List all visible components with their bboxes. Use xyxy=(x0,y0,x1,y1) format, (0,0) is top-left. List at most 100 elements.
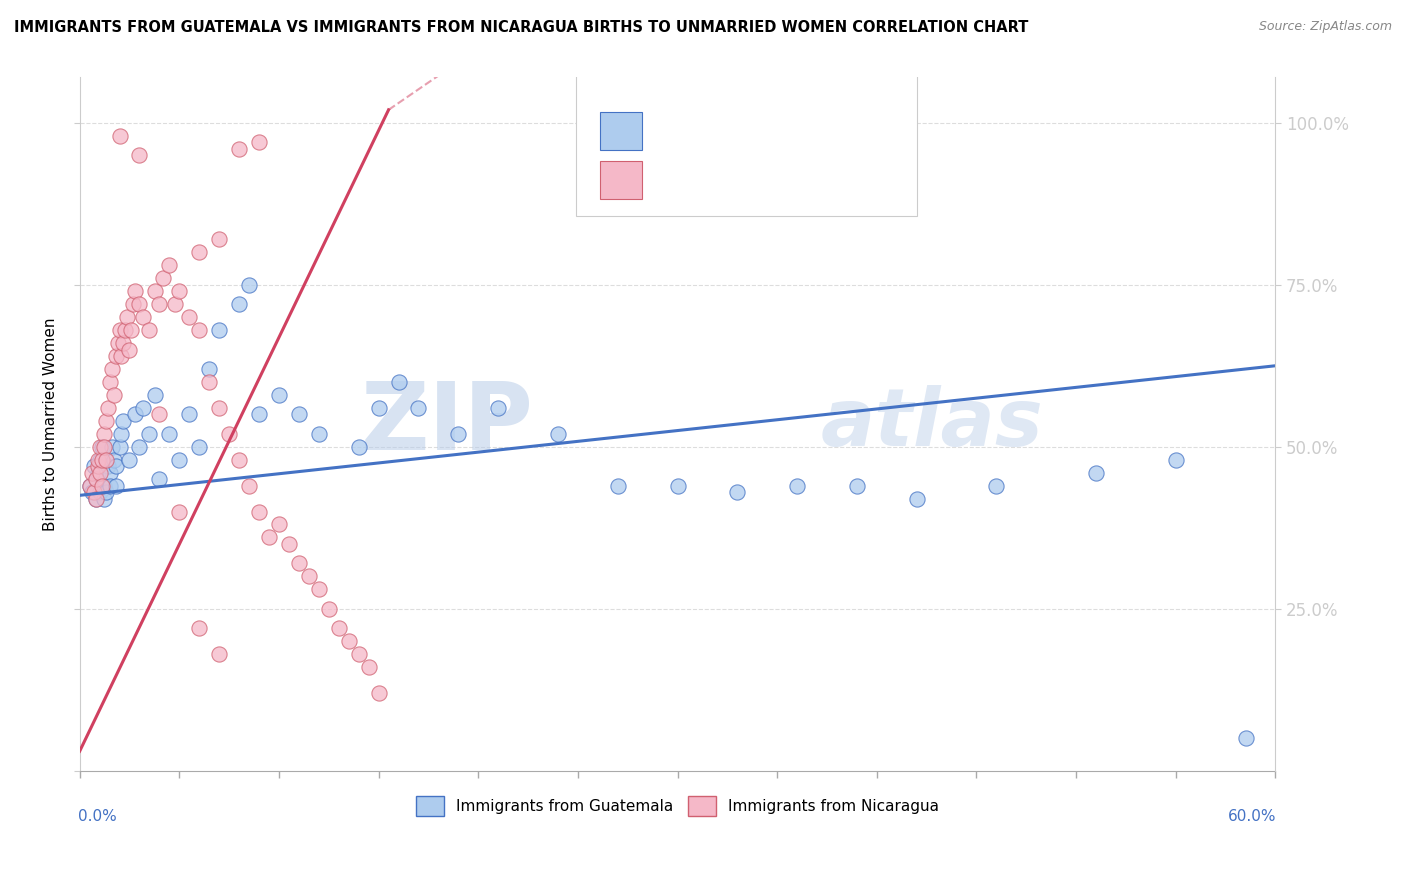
Text: 0.491: 0.491 xyxy=(699,164,752,182)
Point xyxy=(367,686,389,700)
Point xyxy=(277,537,299,551)
Text: Source: ZipAtlas.com: Source: ZipAtlas.com xyxy=(1258,20,1392,33)
Point xyxy=(1234,731,1257,746)
FancyBboxPatch shape xyxy=(576,67,917,216)
Point xyxy=(96,401,118,415)
Point xyxy=(408,401,430,415)
Point xyxy=(112,414,135,428)
Text: IMMIGRANTS FROM GUATEMALA VS IMMIGRANTS FROM NICARAGUA BIRTHS TO UNMARRIED WOMEN: IMMIGRANTS FROM GUATEMALA VS IMMIGRANTS … xyxy=(14,20,1028,35)
Point xyxy=(247,135,270,149)
Point xyxy=(94,414,117,428)
Text: N =: N = xyxy=(770,113,818,131)
Point xyxy=(198,362,221,376)
Point xyxy=(188,323,211,337)
Point xyxy=(93,426,115,441)
Point xyxy=(124,285,146,299)
Point xyxy=(165,297,187,311)
Text: atlas: atlas xyxy=(821,385,1043,463)
Text: 60.0%: 60.0% xyxy=(1227,809,1277,824)
Point xyxy=(94,485,117,500)
Point xyxy=(138,323,160,337)
Point xyxy=(79,478,101,492)
Point xyxy=(169,452,191,467)
Point xyxy=(83,485,105,500)
Point xyxy=(124,408,146,422)
Text: R =: R = xyxy=(654,164,689,182)
Point xyxy=(86,459,108,474)
Point xyxy=(725,485,748,500)
Point xyxy=(357,660,380,674)
Point xyxy=(90,452,112,467)
Point xyxy=(121,323,143,337)
Point xyxy=(337,634,360,648)
Point xyxy=(228,452,250,467)
Point xyxy=(100,362,122,376)
Point xyxy=(107,336,129,351)
Point xyxy=(228,297,250,311)
Point xyxy=(132,401,155,415)
Point xyxy=(188,245,211,260)
Point xyxy=(486,401,509,415)
Point xyxy=(666,478,689,492)
Point xyxy=(145,285,167,299)
Text: 0.142: 0.142 xyxy=(699,113,752,131)
Point xyxy=(145,388,167,402)
FancyBboxPatch shape xyxy=(600,112,641,150)
Point xyxy=(238,277,260,292)
Point xyxy=(108,440,131,454)
Point xyxy=(89,440,111,454)
Point xyxy=(84,472,107,486)
Text: 58: 58 xyxy=(831,113,853,131)
Point xyxy=(267,517,290,532)
Point xyxy=(122,297,145,311)
Point xyxy=(79,478,101,492)
Point xyxy=(208,323,231,337)
Point xyxy=(89,485,111,500)
Point xyxy=(288,408,311,422)
Point xyxy=(128,440,150,454)
Point xyxy=(328,621,350,635)
Point xyxy=(1085,466,1108,480)
Point xyxy=(100,440,122,454)
Legend: Immigrants from Guatemala, Immigrants from Nicaragua: Immigrants from Guatemala, Immigrants fr… xyxy=(411,790,945,822)
Point xyxy=(94,452,117,467)
Point xyxy=(157,258,180,272)
Point xyxy=(118,452,141,467)
Point xyxy=(96,459,118,474)
Point xyxy=(318,601,340,615)
Point xyxy=(228,142,250,156)
Point xyxy=(208,232,231,246)
Point xyxy=(247,408,270,422)
Point xyxy=(367,401,389,415)
Point xyxy=(148,472,170,486)
Point xyxy=(110,426,132,441)
Point xyxy=(128,297,150,311)
Point xyxy=(188,621,211,635)
Point xyxy=(157,426,180,441)
Point xyxy=(118,343,141,357)
Text: ZIP: ZIP xyxy=(361,378,534,470)
Point xyxy=(208,647,231,661)
FancyBboxPatch shape xyxy=(600,161,641,199)
Point xyxy=(267,388,290,402)
Point xyxy=(218,426,240,441)
Point xyxy=(238,478,260,492)
Point xyxy=(114,323,136,337)
Point xyxy=(86,466,108,480)
Point xyxy=(347,440,370,454)
Point xyxy=(89,452,111,467)
Point xyxy=(84,472,107,486)
Point xyxy=(247,504,270,518)
Point xyxy=(1164,452,1187,467)
Point xyxy=(198,375,221,389)
Point xyxy=(288,557,311,571)
Text: 0.0%: 0.0% xyxy=(79,809,117,824)
Point xyxy=(257,531,280,545)
Point xyxy=(308,582,330,597)
Point xyxy=(93,440,115,454)
Point xyxy=(179,310,201,325)
Point xyxy=(179,408,201,422)
Point xyxy=(606,478,628,492)
Point xyxy=(104,478,127,492)
Point xyxy=(148,297,170,311)
